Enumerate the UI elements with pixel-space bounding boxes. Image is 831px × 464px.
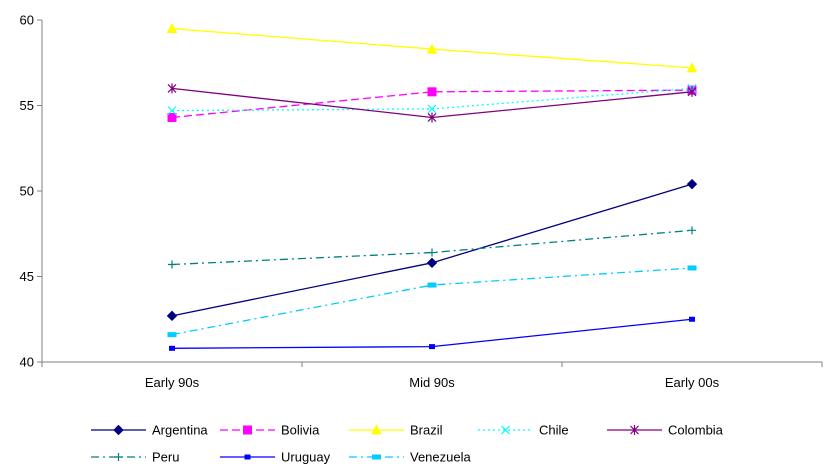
legend-label: Uruguay (281, 450, 331, 464)
axes (37, 20, 822, 367)
data-point (688, 266, 696, 270)
legend: Argentina Bolivia Brazil Chile Colombia Peru U… (91, 423, 724, 464)
data-point (428, 258, 437, 267)
legend-marker (244, 426, 252, 434)
legend-item-colombia: Colombia (607, 423, 724, 438)
data-point (168, 333, 176, 337)
series-uruguay (170, 317, 695, 350)
legend-item-brazil: Brazil (349, 423, 443, 438)
data-point (688, 180, 697, 189)
y-tick-label: 60 (20, 13, 34, 28)
data-point (690, 317, 695, 321)
data-point (428, 105, 436, 113)
legend-label: Brazil (410, 423, 443, 438)
data-point (168, 311, 177, 320)
legend-label: Peru (152, 450, 179, 464)
series-venezuela (168, 266, 696, 337)
x-tick-label: Early 90s (145, 375, 200, 390)
data-point (430, 345, 435, 349)
legend-marker (245, 455, 250, 459)
data-point (168, 113, 176, 121)
x-tick-label: Mid 90s (409, 375, 455, 390)
data-point (170, 346, 175, 350)
legend-item-chile: Chile (478, 423, 569, 438)
y-tick-label: 40 (20, 355, 34, 370)
legend-item-uruguay: Uruguay (220, 450, 331, 464)
legend-label: Colombia (668, 423, 724, 438)
tick-labels: 40 45 50 55 60 Early 90s Mid 90s Early 00s (20, 13, 720, 391)
legend-item-bolivia: Bolivia (220, 423, 320, 438)
legend-marker (114, 426, 123, 435)
legend-marker (115, 453, 123, 461)
series-line-venezuela (172, 268, 692, 335)
y-tick-label: 50 (20, 184, 34, 199)
legend-label: Chile (539, 423, 569, 438)
series-group (168, 24, 697, 350)
legend-item-argentina: Argentina (91, 423, 208, 438)
x-tick-label: Early 00s (665, 375, 720, 390)
data-point (428, 283, 436, 287)
y-tick-label: 45 (20, 269, 34, 284)
series-line-uruguay (172, 319, 692, 348)
legend-item-venezuela: Venezuela (349, 450, 471, 464)
legend-label: Argentina (152, 423, 208, 438)
data-point (688, 226, 696, 234)
data-point (428, 249, 436, 257)
legend-label: Bolivia (281, 423, 320, 438)
legend-marker (373, 455, 381, 459)
series-brazil (168, 24, 697, 72)
legend-label: Venezuela (410, 450, 471, 464)
y-tick-label: 55 (20, 98, 34, 113)
data-point (168, 261, 176, 269)
data-point (428, 88, 436, 96)
legend-item-peru: Peru (91, 450, 179, 464)
